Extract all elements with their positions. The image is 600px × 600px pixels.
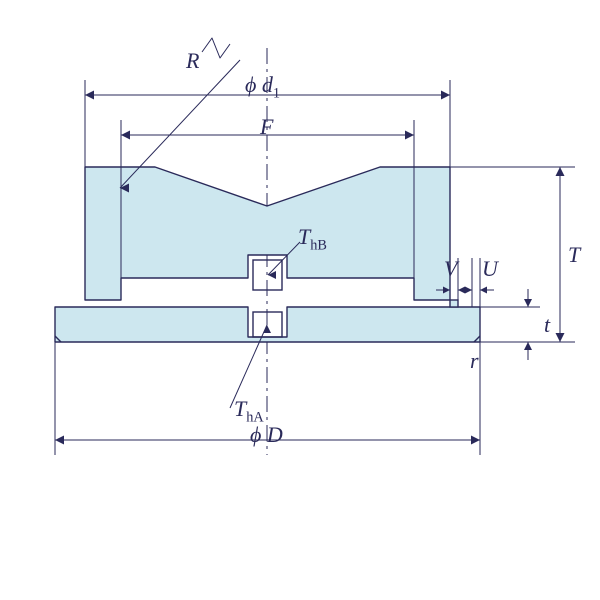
label-ThA: ThA [234, 398, 264, 425]
label-F: F [260, 116, 273, 138]
label-V: V [444, 258, 457, 280]
label-t: t [544, 314, 550, 336]
bearing-cross-section-diagram [0, 0, 600, 600]
label-D: ϕ D [250, 424, 283, 446]
diagram-stage: R ϕ d1 F ThB ThA ϕ D T t V U r [0, 0, 600, 600]
label-d1: ϕ d1 [245, 74, 280, 101]
label-R: R [186, 50, 199, 72]
label-ThB: ThB [298, 226, 327, 253]
label-r: r [470, 350, 479, 372]
label-U: U [482, 258, 498, 280]
label-T: T [568, 244, 580, 266]
